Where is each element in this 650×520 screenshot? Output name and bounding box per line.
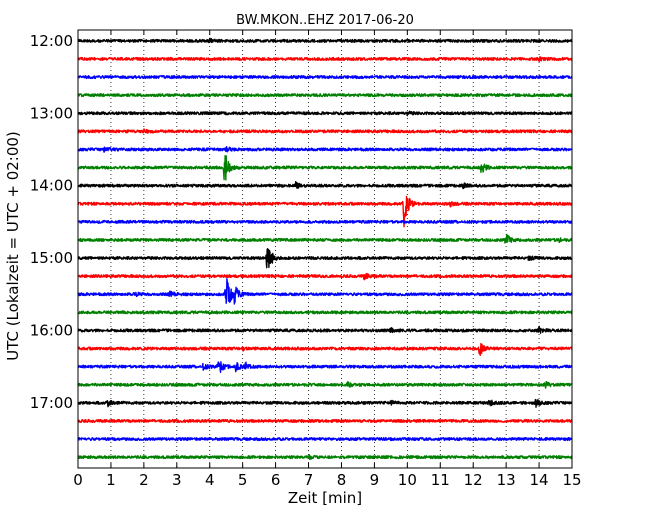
x-tick-label: 2 [139,471,149,489]
y-axis-label: UTC (Lokalzeit = UTC + 02:00) [4,131,22,361]
y-tick-label: 15:00 [30,249,73,267]
x-tick-label: 3 [172,471,182,489]
x-axis-label: Zeit [min] [288,489,362,507]
trace-17-75 [77,454,573,461]
y-axis: 12:00 13:00 14:00 15:00 16:00 17:00 [30,32,572,412]
x-tick-label: 12 [464,471,483,489]
x-tick-label: 9 [370,471,380,489]
trace-13-75 [77,154,573,181]
x-tick-label: 14 [530,471,549,489]
y-tick-label: 12:00 [30,32,73,50]
trace-12 [77,37,573,44]
trace-17 [77,398,573,408]
x-tick-label: 4 [205,471,215,489]
chart-title: BW.MKON..EHZ 2017-06-20 [236,13,414,28]
trace-16-75 [77,380,573,389]
x-axis: 0 1 2 3 4 5 6 7 8 9 10 11 12 13 14 15 [73,30,582,489]
trace-14-75 [77,233,573,244]
trace-15-75 [77,310,573,315]
trace-14-25 [77,195,573,228]
trace-13 [77,110,573,117]
trace-group [77,37,573,461]
trace-17-25 [77,418,573,423]
trace-16 [77,325,573,334]
trace-14-5 [77,219,573,224]
x-tick-label: 15 [562,471,581,489]
trace-16-25 [77,342,573,357]
x-tick-label: 0 [73,471,83,489]
trace-13-25 [77,128,573,134]
x-tick-label: 1 [106,471,116,489]
x-tick-label: 11 [431,471,450,489]
x-tick-label: 6 [271,471,281,489]
y-tick-label: 17:00 [30,394,73,412]
y-tick-label: 14:00 [30,177,73,195]
y-tick-label: 16:00 [30,321,73,339]
trace-17-5 [77,436,573,442]
trace-14 [77,181,573,190]
x-tick-label: 10 [398,471,417,489]
trace-12-75 [77,93,573,98]
trace-15-5 [77,278,573,305]
x-tick-label: 5 [238,471,248,489]
trace-13-5 [77,146,573,153]
trace-15 [77,248,573,269]
x-tick-label: 8 [337,471,347,489]
x-tick-label: 13 [497,471,516,489]
trace-12-5 [77,75,573,80]
y-tick-label: 13:00 [30,104,73,122]
plot-frame [77,29,573,469]
x-tick-label: 7 [304,471,314,489]
trace-15-25 [77,272,573,281]
trace-12-25 [77,56,573,63]
trace-16-5 [77,361,573,374]
